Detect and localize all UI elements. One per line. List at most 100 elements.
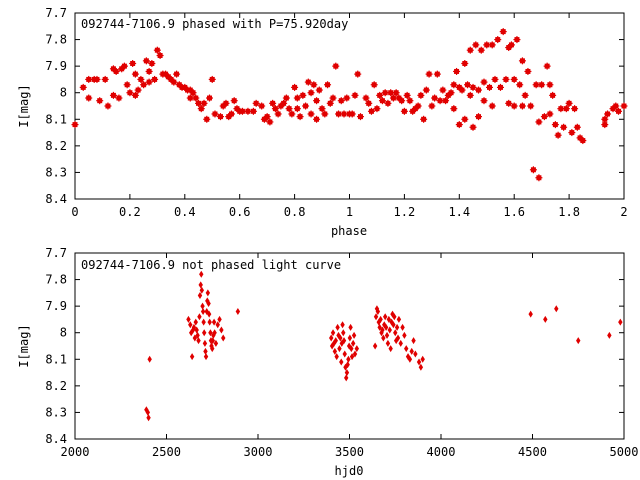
data-point (186, 315, 191, 323)
data-point (372, 342, 378, 350)
data-point (348, 323, 353, 331)
data-point (109, 91, 117, 99)
data-point (216, 113, 224, 121)
data-point (420, 355, 425, 363)
data-point (148, 59, 156, 67)
data-point (137, 75, 145, 83)
data-point (400, 107, 408, 115)
data-point (447, 89, 455, 97)
axis-ticks: 2000 2500 3000 3500 4000 4500 5000 7.7 7.8 7.9 8 8.… (45, 246, 638, 459)
data-point (391, 321, 396, 329)
data-point (201, 318, 206, 326)
data-point (343, 94, 351, 102)
data-point (101, 75, 109, 83)
data-point (420, 115, 428, 123)
data-point (395, 334, 401, 342)
y-tick-label: 8.4 (45, 432, 67, 446)
data-point (337, 97, 345, 105)
data-point (418, 363, 424, 371)
data-points (71, 28, 628, 182)
data-point (398, 339, 403, 347)
plot-frame (74, 12, 625, 200)
x-tick-label: 1.6 (503, 205, 525, 219)
unphased-light-curve-panel: 092744-7106.9 not phased light curve hjd… (17, 246, 638, 478)
data-point (384, 331, 390, 339)
data-point (407, 355, 413, 363)
data-point (123, 81, 131, 89)
data-point (518, 57, 526, 65)
data-point (477, 46, 485, 54)
y-tick-label: 8 (60, 326, 67, 340)
x-tick-label: 0.4 (174, 205, 196, 219)
data-point (329, 334, 334, 342)
data-point (202, 339, 208, 347)
data-point (469, 123, 477, 131)
data-point (93, 75, 101, 83)
x-tick-label: 1.4 (448, 205, 470, 219)
data-point (222, 99, 230, 107)
x-tick-label: 4500 (518, 445, 547, 459)
data-point (120, 62, 128, 70)
data-point (409, 347, 414, 355)
data-point (344, 374, 349, 382)
data-point (249, 107, 257, 115)
data-point (528, 310, 533, 318)
data-point (131, 91, 139, 99)
data-point (601, 121, 609, 129)
data-point (494, 36, 502, 44)
data-point (499, 28, 507, 36)
data-point (203, 347, 208, 355)
data-point (404, 345, 409, 353)
y-tick-label: 7.9 (45, 299, 67, 313)
data-point (543, 315, 548, 323)
data-point (540, 113, 548, 121)
data-point (215, 321, 220, 329)
data-point (576, 337, 581, 345)
data-point (352, 350, 358, 358)
x-axis-label: hjd0 (335, 464, 364, 478)
y-tick-label: 7.9 (45, 59, 67, 73)
data-point (274, 110, 282, 118)
data-point (351, 91, 359, 99)
data-point (146, 414, 151, 422)
data-point (394, 323, 400, 331)
data-point (196, 337, 201, 345)
y-tick-label: 7.8 (45, 273, 67, 287)
data-point (341, 329, 346, 337)
x-tick-label: 2 (620, 205, 627, 219)
data-point (96, 97, 104, 105)
y-tick-label: 7.7 (45, 6, 67, 20)
data-point (370, 81, 378, 89)
chart-title: 092744-7106.9 not phased light curve (81, 258, 341, 272)
data-point (191, 323, 197, 331)
x-axis-label: phase (331, 224, 367, 238)
data-point (188, 321, 193, 329)
data-point (269, 99, 277, 107)
data-point (365, 99, 373, 107)
data-point (466, 91, 474, 99)
data-point (192, 334, 198, 342)
data-point (450, 105, 458, 113)
data-point (475, 86, 483, 94)
data-point (461, 59, 469, 67)
data-point (230, 97, 238, 105)
data-point (145, 78, 153, 86)
data-point (79, 83, 87, 91)
data-point (145, 67, 153, 75)
data-point (516, 81, 524, 89)
data-point (349, 353, 355, 361)
data-point (217, 315, 222, 323)
axis-ticks: 0 0.2 0.4 0.6 0.8 1 1.2 1.4 1.6 1.8 2 7.7 7.8 7.9 8 8.1… (45, 6, 627, 219)
data-point (201, 329, 207, 337)
data-point (207, 318, 212, 326)
data-point (554, 305, 559, 313)
data-point (535, 174, 543, 182)
data-point (153, 46, 161, 54)
data-point (324, 81, 332, 89)
data-point (458, 86, 466, 94)
data-point (442, 97, 450, 105)
data-point (189, 353, 195, 361)
x-tick-label: 1.2 (394, 205, 416, 219)
data-point (620, 102, 628, 110)
